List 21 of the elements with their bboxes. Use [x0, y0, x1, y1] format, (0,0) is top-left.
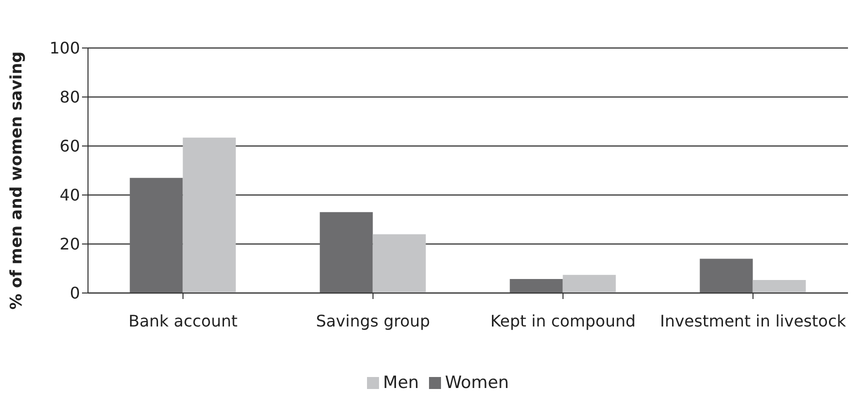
bar [130, 178, 183, 293]
y-tick-label: 0 [70, 284, 80, 303]
y-tick-label: 80 [60, 88, 80, 107]
y-tick-label: 40 [60, 186, 80, 205]
legend-label: Women [444, 373, 509, 393]
bar [182, 138, 236, 293]
x-tick-label: Kept in compound [490, 311, 636, 330]
bar [752, 280, 806, 293]
bar [700, 258, 753, 293]
bar [320, 212, 373, 293]
x-tick-label: Savings group [316, 311, 430, 330]
y-tick-label: 20 [60, 234, 80, 254]
y-tick-label: 100 [49, 38, 80, 58]
y-tick-label: 60 [60, 136, 80, 156]
bar [510, 279, 563, 293]
y-axis-title: % of men and women saving [6, 51, 26, 310]
x-tick-label: Bank account [128, 311, 238, 330]
legend-label: Men [383, 373, 419, 393]
x-tick-label: Investment in livestock [660, 311, 847, 330]
bar [562, 274, 616, 293]
bar [372, 234, 426, 293]
